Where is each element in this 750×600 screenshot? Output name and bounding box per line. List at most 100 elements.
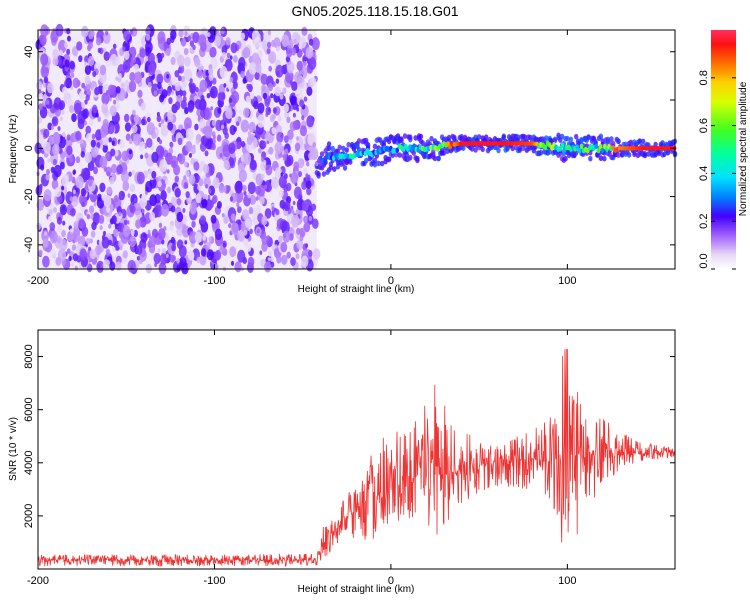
noise-blob bbox=[205, 183, 209, 189]
noise-blob bbox=[105, 248, 111, 256]
noise-blob bbox=[168, 80, 173, 87]
noise-blob bbox=[123, 219, 128, 226]
noise-blob bbox=[68, 174, 74, 182]
noise-blob bbox=[201, 198, 208, 208]
noise-blob bbox=[41, 229, 49, 242]
noise-blob bbox=[109, 53, 118, 67]
noise-blob bbox=[291, 31, 300, 45]
track-halo bbox=[517, 145, 522, 152]
track-halo bbox=[496, 147, 501, 154]
noise-blob bbox=[129, 29, 134, 35]
noise-blob bbox=[199, 254, 207, 266]
y-tick-label: 0 bbox=[23, 145, 35, 151]
noise-blob bbox=[43, 189, 52, 202]
x-tick-label: 100 bbox=[558, 275, 576, 287]
track-halo bbox=[415, 155, 420, 162]
noise-blob bbox=[301, 180, 307, 190]
noise-blob bbox=[228, 223, 232, 229]
noise-blob bbox=[61, 229, 66, 238]
noise-blob bbox=[115, 76, 119, 81]
noise-blob bbox=[114, 149, 119, 157]
noise-blob bbox=[189, 78, 193, 83]
noise-blob bbox=[90, 230, 96, 238]
noise-blob bbox=[133, 63, 140, 73]
noise-blob bbox=[195, 139, 200, 145]
noise-blob bbox=[115, 86, 121, 94]
noise-blob bbox=[128, 138, 133, 145]
noise-blob bbox=[247, 192, 251, 199]
noise-blob bbox=[220, 27, 225, 35]
noise-blob bbox=[100, 144, 104, 150]
noise-blob bbox=[103, 194, 112, 208]
noise-blob bbox=[84, 65, 91, 75]
track-halo bbox=[484, 134, 489, 140]
noise-blob bbox=[59, 253, 63, 259]
noise-blob bbox=[89, 248, 97, 260]
snr-line bbox=[37, 348, 676, 568]
noise-blob bbox=[241, 141, 246, 148]
track-halo bbox=[399, 136, 404, 142]
colorbar-tick-label: 0.4 bbox=[698, 166, 710, 181]
noise-blob bbox=[101, 92, 110, 106]
noise-blob bbox=[131, 27, 138, 37]
noise-blob bbox=[52, 143, 60, 156]
track-halo bbox=[379, 160, 385, 167]
colorbar-tick-label: 0.0 bbox=[698, 253, 710, 268]
track-halo bbox=[568, 136, 574, 143]
noise-blob bbox=[184, 68, 193, 82]
noise-blob bbox=[223, 159, 230, 170]
noise-blob bbox=[193, 161, 200, 171]
track-halo bbox=[402, 133, 408, 139]
noise-blob bbox=[180, 75, 185, 83]
snr-y-ticks: 2000 4000 6000 8000 bbox=[23, 344, 675, 528]
noise-blob bbox=[72, 77, 80, 89]
noise-blob bbox=[228, 97, 233, 103]
noise-blob bbox=[249, 92, 255, 100]
track-halo bbox=[552, 136, 558, 143]
noise-blob bbox=[113, 99, 117, 105]
noise-blob bbox=[174, 101, 181, 110]
noise-blob bbox=[261, 40, 268, 50]
noise-blob bbox=[187, 35, 192, 42]
noise-blob bbox=[312, 142, 317, 148]
y-tick-label: 2000 bbox=[23, 504, 35, 528]
noise-blob bbox=[78, 55, 83, 63]
noise-blob bbox=[282, 87, 287, 94]
noise-blob bbox=[108, 84, 115, 96]
noise-blob bbox=[79, 138, 84, 145]
track-halo bbox=[598, 133, 604, 140]
noise-blob bbox=[109, 105, 117, 117]
noise-blob bbox=[171, 196, 178, 207]
noise-blob bbox=[237, 230, 245, 242]
snr-panel: -200 -100 0 100 2000 4000 6000 8000 Height of … bbox=[8, 329, 676, 595]
noise-blob bbox=[290, 172, 299, 184]
noise-blob bbox=[183, 117, 192, 130]
noise-blob bbox=[67, 35, 71, 42]
noise-blob bbox=[259, 196, 265, 205]
track-halo bbox=[611, 140, 616, 147]
noise-blob bbox=[210, 214, 217, 224]
noise-blob bbox=[129, 183, 136, 193]
noise-blob bbox=[237, 116, 242, 123]
noise-blob bbox=[301, 26, 308, 36]
noise-blob bbox=[174, 81, 181, 92]
noise-blob bbox=[182, 90, 187, 97]
noise-blob bbox=[81, 25, 89, 38]
track-core bbox=[560, 142, 565, 149]
noise-blob bbox=[88, 118, 94, 127]
spectrogram-y-axis-title: Frequency (Hz) bbox=[8, 115, 19, 184]
noise-blob bbox=[307, 57, 317, 70]
noise-blob bbox=[296, 136, 299, 141]
noise-blob bbox=[212, 177, 220, 189]
track-halo bbox=[602, 155, 607, 162]
noise-blob bbox=[125, 133, 131, 141]
noise-blob bbox=[206, 241, 211, 249]
track-halo bbox=[342, 165, 348, 171]
noise-blob bbox=[280, 241, 288, 253]
noise-blob bbox=[168, 97, 173, 105]
noise-blob bbox=[59, 161, 65, 170]
track-halo bbox=[337, 144, 342, 151]
noise-blob bbox=[177, 137, 183, 146]
track-halo bbox=[332, 166, 337, 172]
noise-blob bbox=[69, 60, 75, 70]
